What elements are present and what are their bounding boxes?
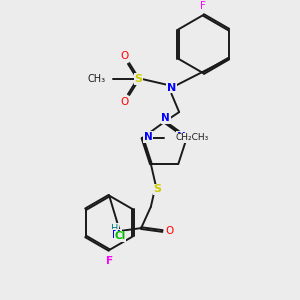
Text: Cl: Cl — [115, 231, 126, 242]
Text: CH₂CH₃: CH₂CH₃ — [176, 134, 209, 142]
Text: N: N — [144, 132, 153, 142]
Text: O: O — [121, 98, 129, 107]
Text: N: N — [112, 230, 121, 240]
Text: N: N — [161, 113, 170, 123]
Text: N: N — [167, 83, 176, 93]
Text: O: O — [165, 226, 173, 236]
Text: F: F — [200, 1, 206, 11]
Text: CH₃: CH₃ — [87, 74, 105, 84]
Text: H: H — [111, 224, 118, 234]
Text: O: O — [121, 51, 129, 61]
Text: N: N — [176, 132, 185, 142]
Text: S: S — [154, 184, 162, 194]
Text: F: F — [106, 256, 113, 266]
Text: S: S — [134, 74, 142, 84]
